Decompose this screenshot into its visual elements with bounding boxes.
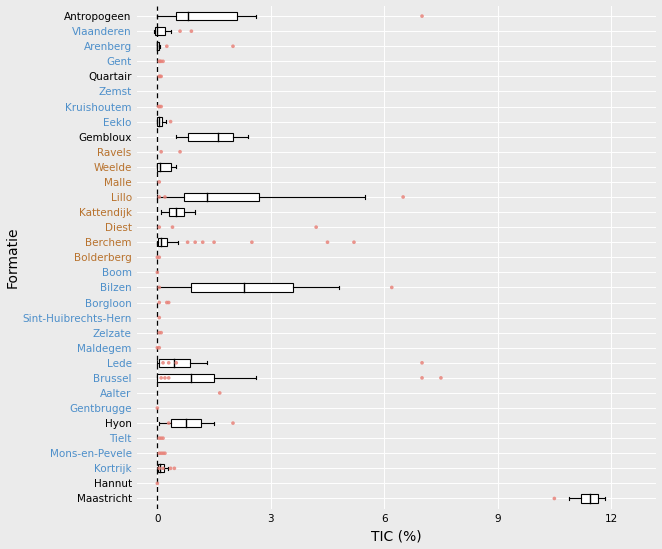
Point [154, 57, 165, 66]
Point [349, 238, 359, 247]
Bar [158, 238, 167, 247]
Point [167, 223, 178, 232]
Point [164, 373, 174, 382]
Point [164, 419, 174, 428]
Point [417, 358, 428, 367]
Point [156, 328, 166, 337]
Point [169, 464, 179, 473]
Point [166, 464, 176, 473]
Point [398, 193, 408, 201]
Point [154, 449, 165, 458]
Point [158, 464, 168, 473]
Point [160, 373, 170, 382]
Point [162, 298, 172, 307]
Point [162, 42, 172, 51]
Bar [158, 374, 214, 382]
Point [164, 358, 174, 367]
Bar [156, 27, 165, 35]
Bar [158, 163, 171, 171]
Point [152, 404, 163, 412]
Point [154, 223, 165, 232]
Point [154, 298, 165, 307]
Point [158, 434, 168, 442]
Point [152, 343, 163, 352]
Point [158, 358, 168, 367]
Point [154, 283, 165, 292]
Y-axis label: Formatie: Formatie [5, 227, 20, 288]
Bar [160, 358, 189, 367]
Point [156, 57, 166, 66]
Point [154, 177, 165, 186]
Point [175, 147, 185, 156]
Point [549, 494, 559, 503]
Point [154, 464, 165, 473]
Point [154, 434, 165, 442]
X-axis label: TIC (%): TIC (%) [371, 529, 422, 544]
Point [156, 434, 166, 442]
Point [311, 223, 322, 232]
Point [154, 328, 165, 337]
Bar [158, 464, 164, 473]
Point [228, 419, 238, 428]
Point [160, 193, 170, 201]
Point [417, 373, 428, 382]
Point [228, 42, 238, 51]
Point [156, 373, 166, 382]
Point [156, 102, 166, 111]
Bar [581, 494, 598, 503]
Point [322, 238, 333, 247]
Bar [171, 419, 201, 427]
Bar [158, 117, 162, 126]
Bar [169, 208, 184, 216]
Point [152, 479, 163, 488]
Point [158, 57, 168, 66]
Point [209, 238, 219, 247]
Point [182, 238, 193, 247]
Point [154, 193, 165, 201]
Point [154, 102, 165, 111]
Point [155, 57, 166, 66]
Point [171, 358, 181, 367]
Point [156, 72, 166, 81]
Point [417, 12, 428, 20]
Bar [176, 12, 237, 20]
Bar [184, 193, 260, 201]
Point [158, 449, 168, 458]
Point [154, 253, 165, 262]
Point [152, 253, 163, 262]
Point [175, 27, 185, 36]
Point [154, 72, 165, 81]
Bar [187, 132, 233, 141]
Point [186, 27, 197, 36]
Point [436, 373, 446, 382]
Point [152, 268, 163, 277]
Point [154, 313, 165, 322]
Bar [158, 42, 160, 51]
Point [197, 238, 208, 247]
Point [155, 72, 166, 81]
Point [156, 147, 166, 156]
Point [166, 117, 176, 126]
Point [214, 389, 225, 397]
Point [387, 283, 397, 292]
Point [246, 238, 257, 247]
Bar [191, 283, 293, 292]
Point [156, 449, 166, 458]
Point [164, 298, 174, 307]
Point [160, 449, 170, 458]
Point [190, 238, 201, 247]
Point [154, 343, 165, 352]
Point [153, 102, 164, 111]
